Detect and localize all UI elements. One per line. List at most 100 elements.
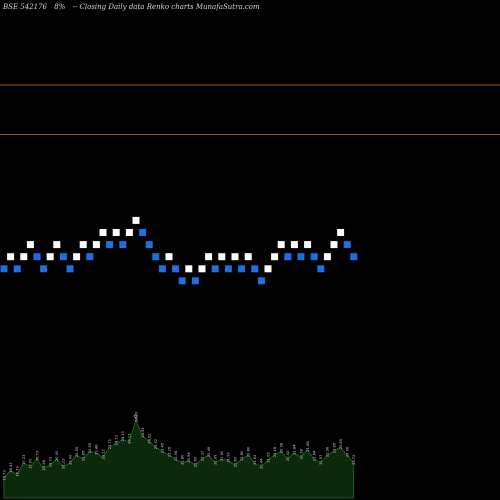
- volume-price-label: 21.64: [313, 450, 317, 461]
- renko-brick-down: [178, 277, 186, 285]
- volume-price-label: 21.84: [293, 444, 297, 455]
- volume-price-label: 22.46: [207, 446, 211, 457]
- volume-price-label: 21.85: [82, 451, 86, 461]
- renko-brick-up: [125, 229, 133, 236]
- volume-price-label: 22.06: [346, 446, 350, 457]
- renko-brick-up: [290, 241, 298, 249]
- volume-price-label: 20.98: [280, 442, 284, 453]
- volume-price-label: 22.80: [247, 446, 251, 457]
- volume-price-label: 22.65: [339, 439, 343, 449]
- volume-price-label: 17.00: [29, 458, 33, 469]
- renko-brick-down: [152, 253, 160, 261]
- renko-brick-down: [66, 265, 74, 273]
- volume-price-label: 16.98: [42, 459, 46, 470]
- renko-brick-up: [277, 241, 285, 249]
- renko-brick-down: [158, 265, 166, 273]
- volume-price-label: 22.38: [299, 448, 303, 459]
- volume-price-label: 22.94: [174, 450, 178, 461]
- renko-brick-up: [271, 253, 279, 261]
- volume-price-label: 23.85: [332, 443, 336, 453]
- renko-brick-up: [53, 241, 61, 249]
- volume-price-label: 18.73: [49, 457, 53, 467]
- volume-price-label: 22.59: [88, 442, 92, 453]
- renko-brick-down: [297, 253, 305, 261]
- renko-brick-up: [244, 253, 252, 261]
- renko-brick-down: [343, 241, 351, 249]
- renko-brick-down: [310, 253, 318, 261]
- renko-brick-up: [132, 216, 140, 224]
- volume-price-label: 20.44: [260, 458, 264, 469]
- volume-price-label: 22.80: [233, 456, 237, 467]
- caption-label: -- Closing Daily data Renko charts Munaf…: [72, 3, 260, 11]
- renko-brick-up: [73, 253, 81, 261]
- volume-price-label: 24.11: [128, 434, 132, 444]
- renko-brick-up: [198, 265, 206, 273]
- volume-price-label: 22.80: [240, 450, 244, 461]
- renko-brick-down: [238, 265, 246, 273]
- renko-brick-up: [330, 241, 338, 249]
- volume-price-label: 21.80: [181, 454, 185, 465]
- renko-brick-down: [145, 241, 153, 249]
- volume-price-label: 21.97: [319, 455, 323, 465]
- renko-brick-down: [224, 265, 232, 273]
- renko-brick-up: [323, 253, 331, 261]
- renko-brick-down: [211, 265, 219, 273]
- volume-price-label: 21.05: [266, 452, 270, 462]
- volume-price-label: 20.00: [55, 450, 59, 461]
- change-label: 8%: [54, 3, 66, 11]
- volume-price-label: 22.37: [200, 451, 204, 461]
- renko-brick-down: [86, 253, 94, 261]
- volume-price-label: 22.40: [68, 454, 72, 465]
- renko-brick-up: [20, 253, 28, 261]
- renko-brick-down: [33, 253, 41, 261]
- renko-brick-up: [46, 253, 54, 261]
- renko-brick-down: [40, 265, 48, 273]
- chart-header: BSE 542176 8% -- Closing Daily data Renk…: [3, 3, 497, 17]
- renko-brick-up: [205, 253, 213, 261]
- volume-price-label: 23.72: [352, 455, 356, 465]
- volume-price-label: 21.68: [306, 441, 310, 452]
- volume-price-label: 24.52: [148, 434, 152, 444]
- volume-price-label: 24.73: [134, 412, 138, 422]
- renko-brick-up: [7, 253, 15, 261]
- renko-brick-down: [139, 229, 147, 236]
- renko-brick-up: [185, 265, 193, 273]
- volume-price-label: 23.71: [108, 439, 112, 449]
- volume-price-label: 17.33: [22, 455, 26, 465]
- renko-brick-up: [304, 241, 312, 249]
- renko-brick-down: [0, 265, 8, 273]
- renko-brick-down: [191, 277, 199, 285]
- renko-brick-up: [26, 241, 34, 249]
- volume-price-label: 22.89: [194, 456, 198, 467]
- renko-brick-down: [317, 265, 325, 273]
- renko-brick-up: [264, 265, 272, 273]
- volume-price-label: 21.23: [62, 459, 66, 469]
- symbol-label: BSE 542176: [3, 3, 47, 11]
- renko-brick-down: [119, 241, 127, 249]
- volume-price-label: 21.60: [220, 450, 224, 461]
- renko-brick-down: [106, 241, 114, 249]
- renko-brick-up: [165, 253, 173, 261]
- renko-brick-up: [99, 229, 107, 236]
- volume-price-label: 24.52: [141, 427, 145, 437]
- renko-brick-up: [337, 229, 345, 236]
- volume-price-label: 20.94: [187, 452, 191, 463]
- volume-price-label: 22.18: [273, 446, 277, 457]
- renko-brick-up: [231, 253, 239, 261]
- renko-brick-down: [59, 253, 67, 261]
- renko-brick-down: [284, 253, 292, 261]
- volume-area: [3, 418, 355, 499]
- renko-brick-up: [112, 229, 120, 236]
- volume-price-label: 24.13: [121, 431, 125, 441]
- volume-price-label: 23.45: [161, 443, 165, 453]
- volume-price-label: 21.99: [214, 454, 218, 465]
- volume-price-label: 16.73: [35, 451, 39, 461]
- renko-brick-down: [13, 265, 21, 273]
- volume-price-label: 16.73: [2, 470, 6, 480]
- volume-price-label: 20.42: [286, 451, 290, 461]
- volume-price-label: 24.13: [115, 435, 119, 445]
- volume-peak-marker: [134, 414, 138, 418]
- volume-price-label: 23.48: [95, 444, 99, 455]
